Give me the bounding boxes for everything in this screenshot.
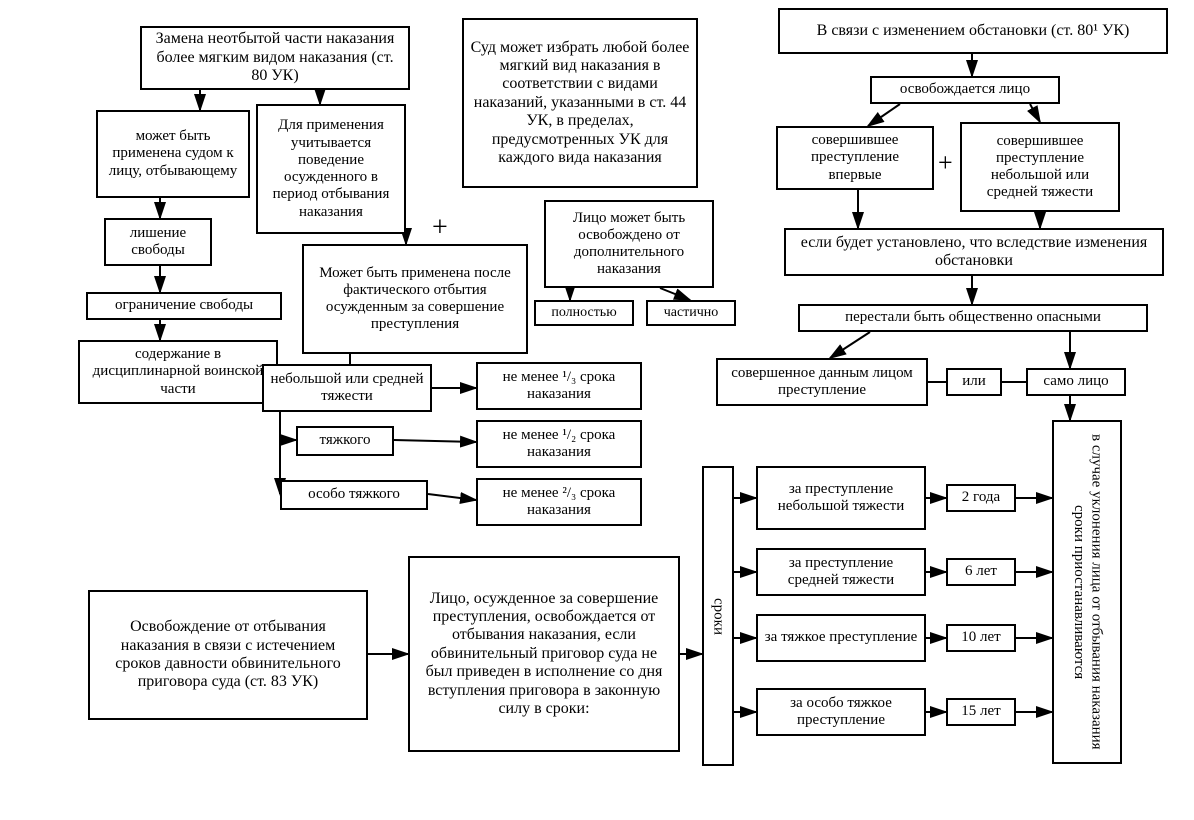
node-label: совершившее преступление впервые: [784, 132, 926, 184]
node-n8: перестали быть общественно опасными: [798, 304, 1148, 332]
node-n33: 6 лет: [946, 558, 1016, 586]
edge-23: [428, 494, 476, 500]
plus-p1: +: [432, 212, 448, 244]
node-label: перестали быть общественно опасными: [845, 309, 1101, 326]
node-n37: 15 лет: [946, 698, 1016, 726]
node-n23: тяжкого: [296, 426, 394, 456]
node-n15: ограничение свободы: [86, 292, 282, 320]
node-n21: небольшой или средней тяжести: [262, 364, 432, 412]
node-label: за особо тяжкое преступление: [764, 695, 918, 730]
node-n9: совершенное данным лицом преступление: [716, 358, 928, 406]
node-label: 6 лет: [965, 563, 997, 580]
node-label: содержание в дисциплинарной воинской час…: [86, 346, 270, 398]
node-n30: за преступление небольшой тяжести: [756, 466, 926, 530]
node-n38: в случае уклонения лица от отбывания нак…: [1052, 420, 1122, 764]
node-label: 10 лет: [961, 629, 1000, 646]
node-label: 2 года: [962, 489, 1000, 506]
node-n10: или: [946, 368, 1002, 396]
node-n20: частично: [646, 300, 736, 326]
node-label: не менее ¹/₃ срока наказания: [484, 369, 634, 404]
plus-p2: +: [938, 148, 953, 178]
node-label: лишение свободы: [112, 225, 204, 260]
node-label: само лицо: [1043, 373, 1108, 390]
node-label: или: [962, 373, 986, 390]
node-label: тяжкого: [320, 432, 371, 449]
node-label: сроки: [709, 598, 726, 635]
edge-21: [394, 440, 476, 442]
node-n2: Суд может избрать любой более мягкий вид…: [462, 18, 698, 188]
node-label: В связи с изменением обстановки (ст. 80¹…: [817, 22, 1130, 40]
plus-label: +: [938, 148, 953, 178]
edge-11: [830, 332, 870, 358]
node-n24: не менее ¹/₂ срока наказания: [476, 420, 642, 468]
edge-6: [868, 104, 900, 126]
node-label: освобождается лицо: [900, 81, 1030, 98]
node-n12: может быть применена судом к лицу, отбыв…: [96, 110, 250, 198]
node-n34: за тяжкое преступление: [756, 614, 926, 662]
node-label: за преступление средней тяжести: [764, 555, 918, 590]
node-n18: Лицо может быть освобождено от дополните…: [544, 200, 714, 288]
node-label: совершившее преступление небольшой или с…: [968, 133, 1112, 202]
node-n32: за преступление средней тяжести: [756, 548, 926, 596]
node-label: Может быть применена после фактического …: [310, 265, 520, 334]
node-n7: если будет установлено, что вследствие и…: [784, 228, 1164, 276]
node-label: за тяжкое преступление: [765, 629, 918, 646]
node-n31: 2 года: [946, 484, 1016, 512]
node-n6: совершившее преступление небольшой или с…: [960, 122, 1120, 212]
node-n29: сроки: [702, 466, 734, 766]
node-n35: 10 лет: [946, 624, 1016, 652]
node-n25: особо тяжкого: [280, 480, 428, 510]
node-label: за преступление небольшой тяжести: [764, 481, 918, 516]
node-n16: содержание в дисциплинарной воинской час…: [78, 340, 278, 404]
node-label: особо тяжкого: [308, 486, 400, 503]
node-label: Для применения учитывается поведение осу…: [264, 117, 398, 221]
node-label: Суд может избрать любой более мягкий вид…: [470, 39, 690, 168]
node-label: полностью: [551, 305, 616, 321]
plus-label: +: [432, 212, 448, 244]
node-n14: лишение свободы: [104, 218, 212, 266]
node-label: может быть применена судом к лицу, отбыв…: [104, 128, 242, 180]
node-n1: Замена неотбытой части наказания более м…: [140, 26, 410, 90]
node-n3: В связи с изменением обстановки (ст. 80¹…: [778, 8, 1168, 54]
node-n36: за особо тяжкое преступление: [756, 688, 926, 736]
node-n28: Лицо, осужденное за совершение преступле…: [408, 556, 680, 752]
node-n19: полностью: [534, 300, 634, 326]
node-label: если будет установлено, что вследствие и…: [792, 234, 1156, 271]
edge-7: [1030, 104, 1040, 122]
node-label: частично: [664, 305, 719, 321]
node-n4: освобождается лицо: [870, 76, 1060, 104]
node-n27: Освобождение от отбывания наказания в св…: [88, 590, 368, 720]
node-label: ограничение свободы: [115, 297, 253, 314]
node-label: в случае уклонения лица от отбывания нак…: [1070, 426, 1105, 758]
node-n5: совершившее преступление впервые: [776, 126, 934, 190]
node-label: не менее ²/₃ срока наказания: [484, 485, 634, 520]
node-label: Лицо может быть освобождено от дополните…: [552, 210, 706, 279]
node-n22: не менее ¹/₃ срока наказания: [476, 362, 642, 410]
node-n11: само лицо: [1026, 368, 1126, 396]
node-n13: Для применения учитывается поведение осу…: [256, 104, 406, 234]
node-label: совершенное данным лицом преступление: [724, 365, 920, 400]
node-label: небольшой или средней тяжести: [270, 371, 424, 406]
node-label: Освобождение от отбывания наказания в св…: [96, 618, 360, 692]
flowchart-canvas: Замена неотбытой части наказания более м…: [0, 0, 1194, 820]
node-n26: не менее ²/₃ срока наказания: [476, 478, 642, 526]
node-label: не менее ¹/₂ срока наказания: [484, 427, 634, 462]
edge-17: [660, 288, 690, 300]
node-label: 15 лет: [961, 703, 1000, 720]
node-label: Лицо, осужденное за совершение преступле…: [416, 590, 672, 719]
node-label: Замена неотбытой части наказания более м…: [148, 30, 402, 85]
node-n17: Может быть применена после фактического …: [302, 244, 528, 354]
